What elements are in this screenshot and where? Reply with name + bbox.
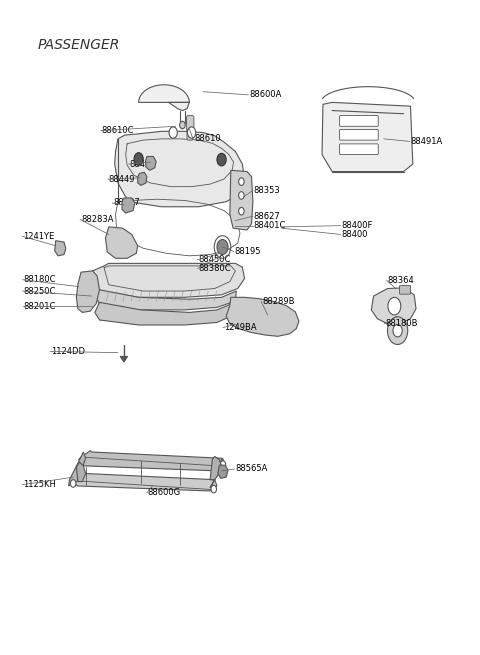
Text: 88289B: 88289B (262, 297, 295, 307)
Text: 88201C: 88201C (24, 301, 56, 310)
FancyBboxPatch shape (399, 286, 410, 294)
Polygon shape (322, 102, 413, 172)
Polygon shape (95, 303, 236, 325)
Text: 88353: 88353 (254, 186, 281, 195)
Circle shape (211, 485, 216, 493)
Circle shape (239, 208, 244, 215)
Polygon shape (76, 462, 85, 481)
FancyBboxPatch shape (187, 115, 194, 131)
Polygon shape (138, 172, 147, 185)
Circle shape (239, 192, 244, 199)
Polygon shape (79, 451, 224, 471)
Polygon shape (115, 131, 245, 207)
Text: 1125KH: 1125KH (24, 480, 56, 489)
FancyBboxPatch shape (339, 115, 378, 126)
Text: 88450C: 88450C (199, 255, 231, 264)
Text: 88250C: 88250C (24, 286, 56, 295)
Text: 88283A: 88283A (81, 215, 114, 224)
Circle shape (393, 324, 402, 337)
Text: PASSENGER: PASSENGER (37, 38, 120, 52)
Circle shape (217, 153, 226, 166)
Polygon shape (106, 227, 138, 258)
Text: 88180C: 88180C (24, 275, 56, 284)
Polygon shape (218, 465, 228, 478)
Text: 88401C: 88401C (254, 221, 286, 230)
FancyBboxPatch shape (339, 144, 378, 155)
Text: 1249BA: 1249BA (224, 323, 256, 332)
Text: 88195: 88195 (234, 247, 261, 256)
Text: 88438: 88438 (130, 160, 156, 168)
Polygon shape (55, 241, 66, 256)
Text: 88610: 88610 (194, 134, 220, 143)
Circle shape (188, 127, 196, 138)
Text: 88600A: 88600A (249, 90, 282, 100)
Text: 88287: 88287 (113, 198, 140, 208)
Polygon shape (92, 285, 236, 310)
Text: 88364: 88364 (387, 276, 414, 285)
Polygon shape (76, 271, 99, 312)
Text: 1124DD: 1124DD (51, 347, 85, 356)
Text: 88565A: 88565A (235, 464, 268, 474)
Polygon shape (139, 84, 189, 111)
Polygon shape (70, 472, 217, 491)
Text: 88491A: 88491A (410, 137, 443, 146)
Text: 88400: 88400 (341, 230, 368, 239)
Text: 88600G: 88600G (148, 489, 181, 497)
Circle shape (387, 317, 408, 345)
Circle shape (79, 470, 84, 477)
Polygon shape (120, 356, 128, 362)
Text: 88627: 88627 (254, 212, 281, 221)
Circle shape (169, 127, 177, 138)
Polygon shape (145, 157, 156, 170)
Polygon shape (230, 170, 253, 230)
Polygon shape (372, 288, 416, 324)
Circle shape (71, 479, 76, 487)
FancyBboxPatch shape (187, 130, 192, 140)
Circle shape (239, 178, 244, 185)
Text: 1241YE: 1241YE (24, 232, 55, 241)
Circle shape (388, 297, 401, 315)
Text: 88610C: 88610C (102, 126, 134, 135)
Polygon shape (92, 263, 245, 297)
Circle shape (134, 153, 143, 165)
Circle shape (220, 461, 226, 468)
Text: 88449: 88449 (108, 175, 135, 183)
Text: 88400F: 88400F (341, 221, 373, 230)
Polygon shape (210, 458, 225, 488)
Polygon shape (69, 452, 85, 486)
Text: 88180B: 88180B (385, 319, 418, 328)
FancyBboxPatch shape (339, 130, 378, 140)
Circle shape (180, 121, 185, 129)
Text: 88380C: 88380C (199, 264, 231, 273)
Polygon shape (226, 297, 299, 336)
Polygon shape (210, 457, 222, 479)
Polygon shape (122, 198, 135, 213)
Circle shape (217, 240, 228, 255)
